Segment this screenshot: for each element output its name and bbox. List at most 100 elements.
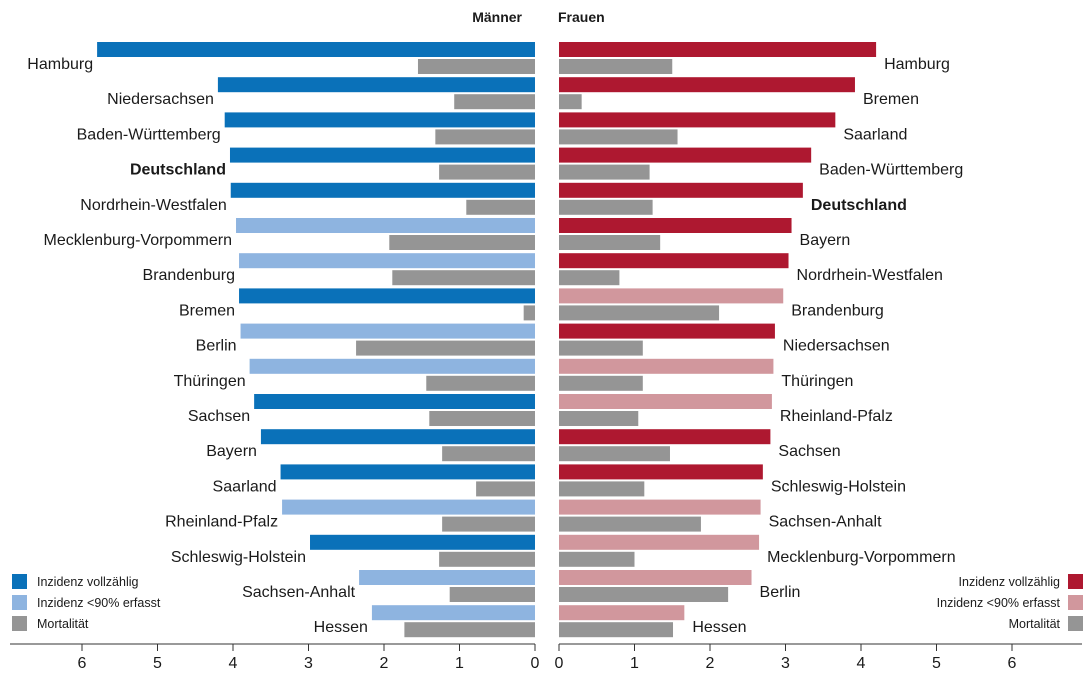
women-mortality-bar-schleswig-holstein bbox=[559, 481, 645, 497]
women-incidence-bar-niedersachsen bbox=[559, 323, 775, 339]
men-incidence-bar-bayern bbox=[260, 429, 535, 445]
women-incidence-bar-deutschland bbox=[559, 182, 803, 198]
women-x-tick-label: 0 bbox=[555, 655, 564, 672]
women-row-label-baden-wuerttemberg: Baden-Württemberg bbox=[819, 162, 963, 179]
women-incidence-bar-sachsen bbox=[559, 429, 771, 445]
men-mortality-bar-baden-wuerttemberg bbox=[435, 129, 535, 145]
men-incidence-bar-rheinland-pfalz bbox=[282, 499, 535, 515]
men-row-label-schleswig-holstein: Schleswig-Holstein bbox=[171, 549, 306, 566]
women-incidence-bar-baden-wuerttemberg bbox=[559, 147, 812, 163]
men-incidence-bar-mecklenburg-vorpommern bbox=[236, 218, 535, 233]
men-incidence-bar-schleswig-holstein bbox=[310, 534, 535, 550]
men-legend: Inzidenz vollzählig Inzidenz <90% erfasst… bbox=[12, 574, 161, 631]
women-incidence-bar-thueringen bbox=[559, 358, 774, 374]
women-row-label-schleswig-holstein: Schleswig-Holstein bbox=[771, 478, 906, 495]
men-legend-label-partial: Inzidenz <90% erfasst bbox=[37, 596, 161, 610]
men-x-tick-label: 6 bbox=[78, 655, 87, 672]
women-mortality-bar-baden-wuerttemberg bbox=[559, 164, 650, 180]
women-row-label-saarland: Saarland bbox=[843, 126, 907, 143]
women-row-label-brandenburg: Brandenburg bbox=[791, 302, 884, 319]
men-incidence-bar-niedersachsen bbox=[217, 77, 535, 93]
men-incidence-bar-bremen bbox=[239, 288, 536, 304]
women-incidence-bar-bayern bbox=[559, 218, 792, 233]
men-mortality-bar-hamburg bbox=[417, 59, 535, 74]
men-panel-title: Männer bbox=[472, 9, 522, 25]
men-legend-swatch-mortality bbox=[12, 616, 27, 631]
men-x-tick-label: 1 bbox=[455, 655, 464, 672]
men-incidence-bar-nordrhein-westfalen bbox=[230, 182, 536, 198]
men-incidence-bar-baden-wuerttemberg bbox=[224, 112, 535, 128]
women-row-label-deutschland: Deutschland bbox=[811, 197, 907, 214]
women-mortality-bar-bremen bbox=[559, 94, 582, 110]
women-incidence-bar-hessen bbox=[559, 605, 685, 621]
women-row-label-rheinland-pfalz: Rheinland-Pfalz bbox=[780, 408, 893, 425]
men-legend-label-mortality: Mortalität bbox=[37, 617, 89, 631]
women-x-tick-label: 5 bbox=[932, 655, 941, 672]
women-mortality-bar-rheinland-pfalz bbox=[559, 411, 639, 426]
men-incidence-bar-hamburg bbox=[97, 42, 535, 57]
men-row-label-rheinland-pfalz: Rheinland-Pfalz bbox=[165, 514, 278, 531]
women-mortality-bar-niedersachsen bbox=[559, 340, 643, 356]
women-mortality-bar-saarland bbox=[559, 129, 678, 145]
women-mortality-bar-sachsen bbox=[559, 446, 670, 462]
women-row-label-thueringen: Thüringen bbox=[781, 373, 853, 390]
men-row-label-hamburg: Hamburg bbox=[27, 56, 93, 73]
men-incidence-bar-sachsen-anhalt bbox=[359, 570, 535, 585]
women-incidence-bar-hamburg bbox=[559, 42, 877, 57]
men-row-label-mecklenburg-vorpommern: Mecklenburg-Vorpommern bbox=[43, 232, 232, 249]
men-row-label-brandenburg: Brandenburg bbox=[143, 267, 236, 284]
women-legend-swatch-mortality bbox=[1068, 616, 1083, 631]
women-x-tick-label: 3 bbox=[781, 655, 790, 672]
men-incidence-bar-brandenburg bbox=[239, 253, 536, 269]
women-row-label-niedersachsen: Niedersachsen bbox=[783, 338, 890, 355]
women-mortality-bar-brandenburg bbox=[559, 305, 720, 321]
men-legend-swatch-partial bbox=[12, 595, 27, 610]
women-row-label-mecklenburg-vorpommern: Mecklenburg-Vorpommern bbox=[767, 549, 956, 566]
women-row-label-berlin: Berlin bbox=[760, 584, 801, 601]
women-x-tick-label: 2 bbox=[706, 655, 715, 672]
women-incidence-bar-sachsen-anhalt bbox=[559, 499, 761, 515]
men-mortality-bar-berlin bbox=[356, 340, 535, 356]
men-row-label-hessen: Hessen bbox=[314, 619, 368, 636]
women-incidence-bar-schleswig-holstein bbox=[559, 464, 763, 480]
women-x-axis: 0 1 2 3 4 5 6 bbox=[555, 643, 1082, 672]
women-mortality-bar-berlin bbox=[559, 587, 729, 602]
women-row-label-hamburg: Hamburg bbox=[884, 56, 950, 73]
men-mortality-bar-saarland bbox=[476, 481, 535, 497]
women-mortality-bar-sachsen-anhalt bbox=[559, 516, 701, 532]
men-row-label-nordrhein-westfalen: Nordrhein-Westfalen bbox=[80, 197, 226, 214]
men-incidence-bar-deutschland bbox=[229, 147, 536, 163]
men-legend-label-full: Inzidenz vollzählig bbox=[37, 575, 138, 589]
women-mortality-bar-hessen bbox=[559, 622, 674, 638]
men-row-label-niedersachsen: Niedersachsen bbox=[107, 91, 214, 108]
men-row-label-baden-wuerttemberg: Baden-Württemberg bbox=[77, 126, 221, 143]
women-x-tick-label: 6 bbox=[1008, 655, 1017, 672]
women-mortality-bar-nordrhein-westfalen bbox=[559, 270, 620, 286]
women-incidence-bar-berlin bbox=[559, 570, 752, 585]
women-panel-title: Frauen bbox=[558, 9, 605, 25]
men-mortality-bar-deutschland bbox=[439, 164, 535, 180]
women-row-label-bayern: Bayern bbox=[800, 232, 851, 249]
men-row-label-berlin: Berlin bbox=[196, 338, 237, 355]
women-row-label-bremen: Bremen bbox=[863, 91, 919, 108]
women-incidence-bar-bremen bbox=[559, 77, 855, 93]
women-x-tick-label: 4 bbox=[857, 655, 866, 672]
women-row-label-sachsen-anhalt: Sachsen-Anhalt bbox=[769, 514, 883, 531]
men-row-label-sachsen: Sachsen bbox=[188, 408, 250, 425]
men-row-label-bayern: Bayern bbox=[206, 443, 257, 460]
men-row-label-saarland: Saarland bbox=[213, 478, 277, 495]
men-mortality-bar-hessen bbox=[404, 622, 535, 638]
women-mortality-bar-deutschland bbox=[559, 199, 653, 215]
men-legend-swatch-full bbox=[12, 574, 27, 589]
men-x-tick-label: 2 bbox=[380, 655, 389, 672]
women-mortality-bar-thueringen bbox=[559, 375, 643, 391]
women-x-tick-label: 1 bbox=[630, 655, 639, 672]
women-incidence-bar-nordrhein-westfalen bbox=[559, 253, 789, 269]
women-row-label-sachsen: Sachsen bbox=[778, 443, 840, 460]
men-mortality-bar-schleswig-holstein bbox=[439, 551, 535, 567]
men-incidence-bar-sachsen bbox=[254, 394, 535, 409]
men-incidence-bar-berlin bbox=[240, 323, 536, 339]
men-row-label-deutschland: Deutschland bbox=[130, 162, 226, 179]
men-mortality-bar-rheinland-pfalz bbox=[442, 516, 535, 532]
